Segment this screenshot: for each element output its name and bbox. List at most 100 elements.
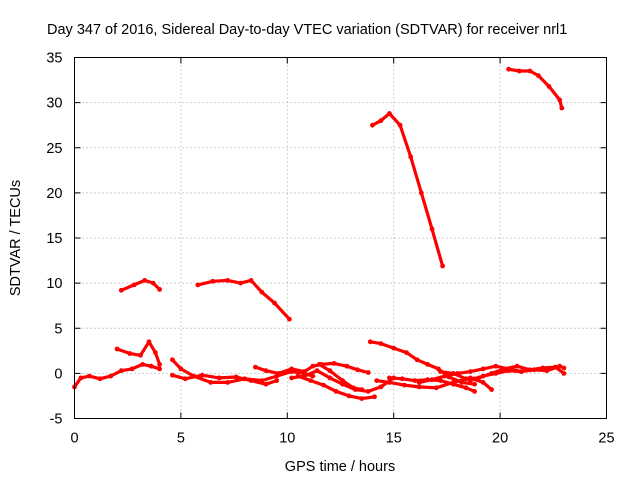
y-tick-label: 20	[46, 186, 62, 202]
data-point	[561, 371, 567, 376]
data-point	[263, 381, 269, 387]
data-point	[527, 68, 533, 74]
y-tick-label: 10	[46, 276, 62, 292]
tick-label-layer: 0 5 10 15 20 25 -5 0 5 10 15 20 25 30 35	[46, 51, 614, 447]
data-point	[97, 376, 103, 382]
data-point	[378, 118, 384, 124]
series-line-arc-8	[170, 373, 279, 386]
data-point	[153, 350, 158, 355]
data-point	[350, 385, 356, 391]
data-point	[210, 278, 216, 284]
data-point	[138, 352, 143, 358]
data-point	[367, 339, 373, 345]
data-point	[397, 122, 403, 128]
data-point	[157, 287, 163, 292]
data-point	[467, 378, 473, 383]
data-point	[559, 105, 565, 111]
y-tick-label: 35	[46, 51, 62, 67]
data-point	[148, 363, 154, 369]
data-point	[416, 380, 422, 385]
data-point	[472, 389, 477, 394]
x-tick-label: 0	[70, 431, 78, 447]
data-point	[146, 339, 152, 345]
x-tick-label: 25	[598, 431, 614, 447]
data-point	[340, 378, 345, 383]
x-axis-label: GPS time / hours	[285, 459, 395, 475]
data-point	[438, 369, 443, 374]
data-point	[387, 375, 392, 381]
data-point	[321, 382, 326, 388]
y-axis-label: SDTVAR / TECUs	[8, 180, 24, 296]
data-point	[216, 375, 222, 381]
data-point	[365, 370, 371, 375]
data-point	[118, 368, 124, 374]
data-point	[489, 387, 494, 392]
data-point	[365, 389, 371, 394]
data-point	[170, 372, 175, 378]
data-point	[531, 367, 537, 373]
data-layer	[72, 66, 567, 401]
data-point	[416, 384, 422, 390]
data-point	[208, 380, 214, 385]
series-line-arc-3	[370, 111, 445, 268]
data-point	[544, 368, 550, 374]
data-point	[327, 375, 333, 381]
data-point	[506, 66, 511, 72]
data-point	[514, 363, 520, 369]
data-point	[472, 381, 477, 387]
data-point	[438, 378, 443, 383]
data-point	[450, 371, 456, 376]
data-point	[463, 376, 469, 382]
data-point	[78, 375, 84, 381]
data-point	[404, 350, 409, 355]
data-point	[378, 341, 384, 346]
y-tick-label: 0	[54, 366, 62, 382]
data-point	[391, 345, 397, 351]
data-point	[467, 369, 473, 374]
data-point	[316, 362, 322, 367]
data-point	[248, 378, 254, 383]
data-point	[331, 361, 337, 366]
data-point	[414, 357, 420, 363]
y-tick-label: 5	[54, 321, 62, 337]
data-point	[287, 316, 292, 322]
x-tick-label: 20	[492, 431, 508, 447]
data-point	[289, 366, 294, 372]
data-point	[480, 373, 486, 379]
data-point	[150, 280, 156, 286]
data-point	[87, 373, 92, 379]
data-point	[557, 363, 563, 369]
data-point	[359, 396, 365, 401]
data-point	[355, 367, 360, 373]
data-point	[401, 382, 407, 388]
data-point	[308, 378, 314, 383]
data-point	[178, 366, 184, 372]
data-point	[253, 364, 258, 370]
data-point	[127, 351, 133, 356]
data-point	[346, 393, 352, 399]
y-tick-label: 15	[46, 231, 62, 247]
data-point	[546, 84, 552, 89]
data-point	[131, 282, 137, 288]
data-point	[480, 366, 486, 372]
data-point	[310, 373, 316, 379]
data-point	[310, 363, 316, 369]
data-point	[195, 282, 201, 288]
data-point	[225, 380, 231, 385]
data-point	[516, 68, 522, 74]
data-point	[108, 373, 114, 379]
x-tick-label: 5	[177, 431, 185, 447]
y-tick-label: -5	[50, 412, 63, 428]
data-point	[519, 369, 524, 374]
data-point	[276, 371, 282, 376]
data-point	[387, 111, 392, 116]
data-point	[440, 263, 445, 269]
data-point	[536, 73, 541, 78]
series-line-arc-13	[368, 340, 477, 386]
data-point	[425, 362, 431, 367]
data-point	[344, 363, 350, 369]
data-point	[118, 287, 124, 293]
data-point	[442, 373, 448, 379]
data-point	[333, 389, 339, 394]
